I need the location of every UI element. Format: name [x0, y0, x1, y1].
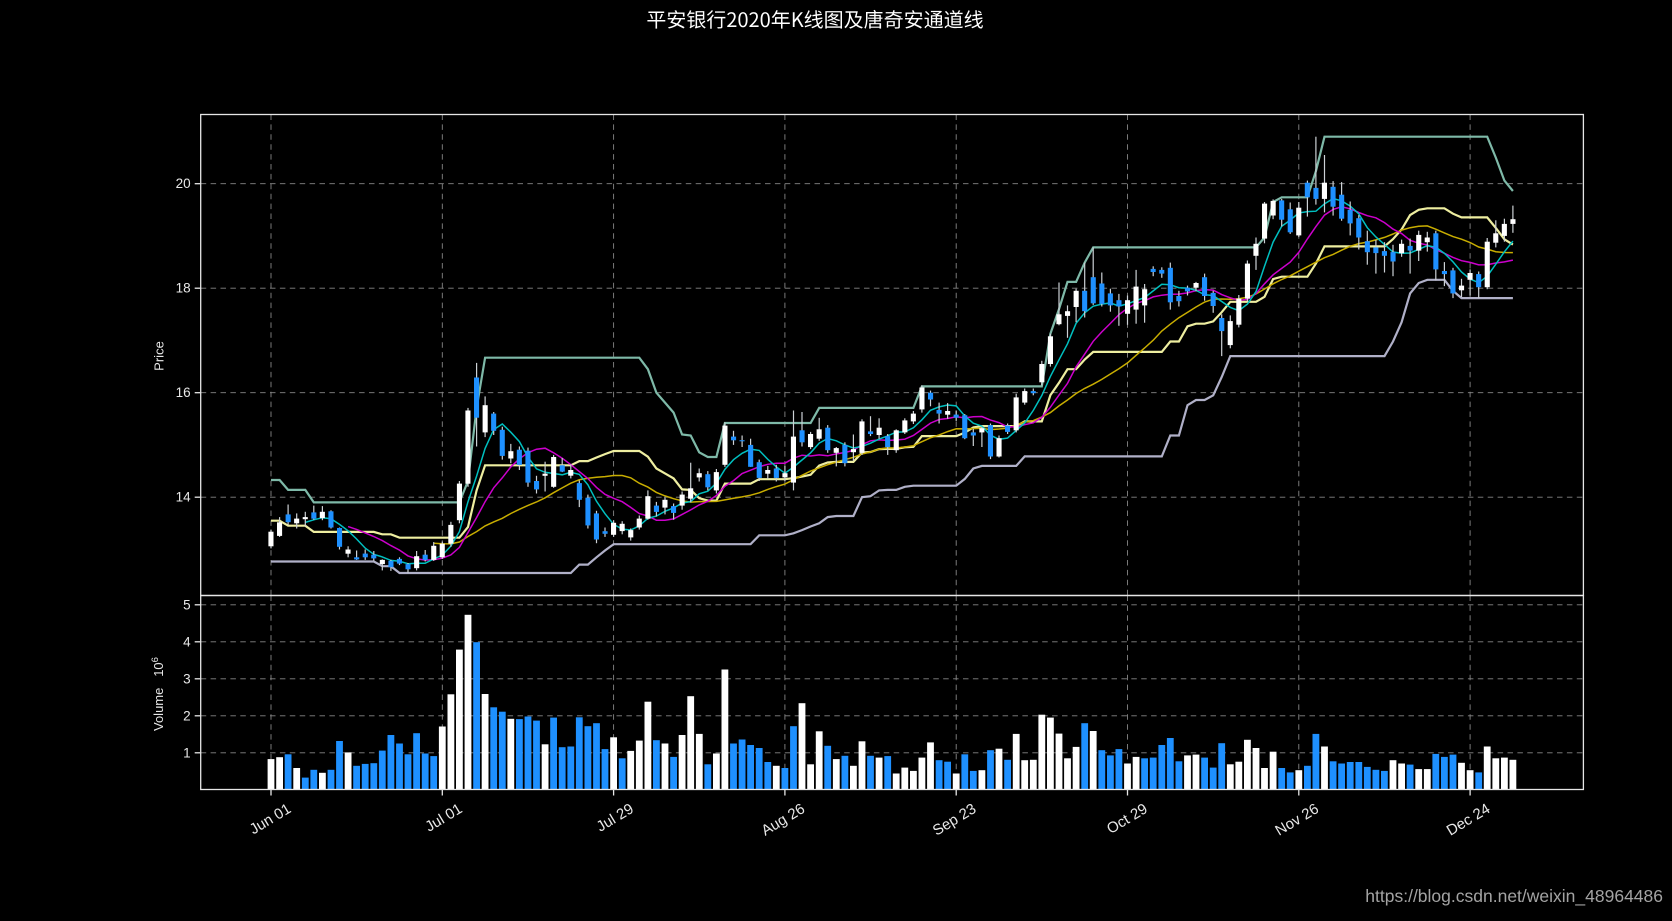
svg-text:2: 2: [183, 708, 191, 723]
svg-text:18: 18: [176, 281, 191, 296]
svg-text:Volume 106: Volume 106: [150, 657, 166, 731]
svg-text:3: 3: [183, 671, 191, 686]
svg-text:https://blog.csdn.net/weixin_4: https://blog.csdn.net/weixin_48964486: [1365, 886, 1663, 907]
svg-text:Price: Price: [152, 341, 167, 371]
svg-text:20: 20: [176, 176, 191, 191]
svg-text:1: 1: [183, 745, 191, 760]
svg-text:14: 14: [176, 490, 192, 505]
svg-text:4: 4: [183, 634, 191, 649]
svg-text:16: 16: [176, 385, 191, 400]
svg-text:5: 5: [183, 597, 191, 612]
